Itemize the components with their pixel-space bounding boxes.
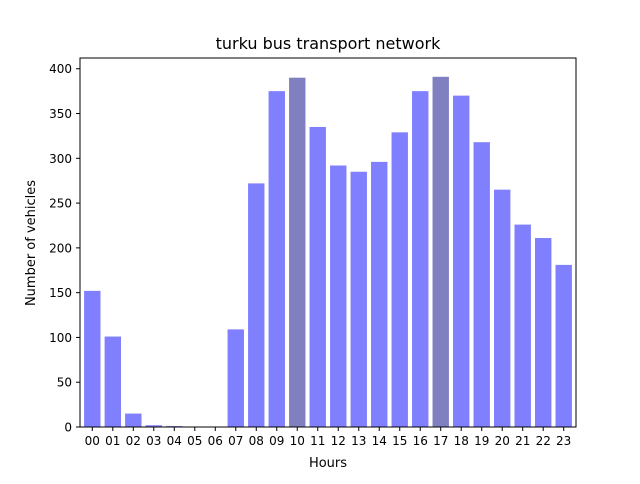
y-tick-label: 50	[57, 376, 72, 390]
y-axis-label: Number of vehicles	[24, 180, 39, 306]
bar-07	[227, 329, 244, 427]
x-tick-label: 12	[331, 434, 346, 448]
y-tick-label: 150	[49, 286, 72, 300]
bar-16	[412, 91, 429, 427]
bar-03	[145, 425, 162, 427]
y-tick-label: 300	[49, 152, 72, 166]
y-tick-label: 100	[49, 331, 72, 345]
bar-12	[330, 165, 347, 428]
x-axis-label: Hours	[309, 456, 347, 471]
y-tick-label: 400	[49, 62, 72, 76]
y-tick-label: 200	[49, 241, 72, 255]
x-tick-label: 18	[454, 434, 469, 448]
x-tick-label: 04	[167, 434, 182, 448]
x-tick-label: 19	[474, 434, 489, 448]
bar-21	[514, 224, 531, 427]
bar-00	[84, 290, 101, 427]
y-tick-label: 0	[64, 421, 72, 435]
x-tick-label: 00	[85, 434, 100, 448]
x-tick-label: 09	[269, 434, 284, 448]
bar-series	[84, 76, 572, 428]
bar-01	[104, 336, 121, 427]
x-tick-label: 02	[126, 434, 141, 448]
x-tick-label: 15	[392, 434, 407, 448]
y-tick-label: 250	[49, 197, 72, 211]
x-tick-label: 21	[515, 434, 530, 448]
y-axis: 0 50 100 150 200 250 300 350 400	[49, 62, 80, 435]
x-tick-label: 13	[351, 434, 366, 448]
bar-17	[432, 76, 449, 427]
chart-title: turku bus transport network	[216, 34, 441, 53]
x-tick-label: 23	[556, 434, 571, 448]
x-axis: 00 01 02 03 04 05 06 07 08 09 10 11 12 13 14 15 16 17 18 19…	[85, 427, 571, 448]
bar-23	[555, 264, 572, 427]
x-tick-label: 08	[249, 434, 264, 448]
bar-02	[125, 413, 142, 427]
plot-frame	[79, 57, 577, 428]
x-tick-label: 06	[208, 434, 223, 448]
bar-10	[289, 77, 306, 427]
x-tick-label: 10	[290, 434, 305, 448]
bar-14	[371, 161, 388, 427]
bar-19	[473, 142, 490, 427]
x-tick-label: 11	[310, 434, 325, 448]
x-tick-label: 22	[536, 434, 551, 448]
x-tick-label: 01	[105, 434, 120, 448]
bar-15	[391, 132, 408, 427]
x-tick-label: 03	[146, 434, 161, 448]
y-tick-label: 350	[49, 107, 72, 121]
x-tick-label: 16	[413, 434, 428, 448]
bar-20	[494, 189, 511, 427]
bar-09	[268, 91, 285, 427]
x-tick-label: 05	[187, 434, 202, 448]
x-tick-label: 14	[372, 434, 387, 448]
bar-08	[248, 183, 265, 427]
x-tick-label: 07	[228, 434, 243, 448]
bar-22	[535, 238, 552, 427]
x-tick-label: 17	[433, 434, 448, 448]
bar-13	[350, 171, 367, 427]
bar-11	[309, 126, 326, 428]
bar-18	[453, 95, 470, 428]
x-tick-label: 20	[495, 434, 510, 448]
